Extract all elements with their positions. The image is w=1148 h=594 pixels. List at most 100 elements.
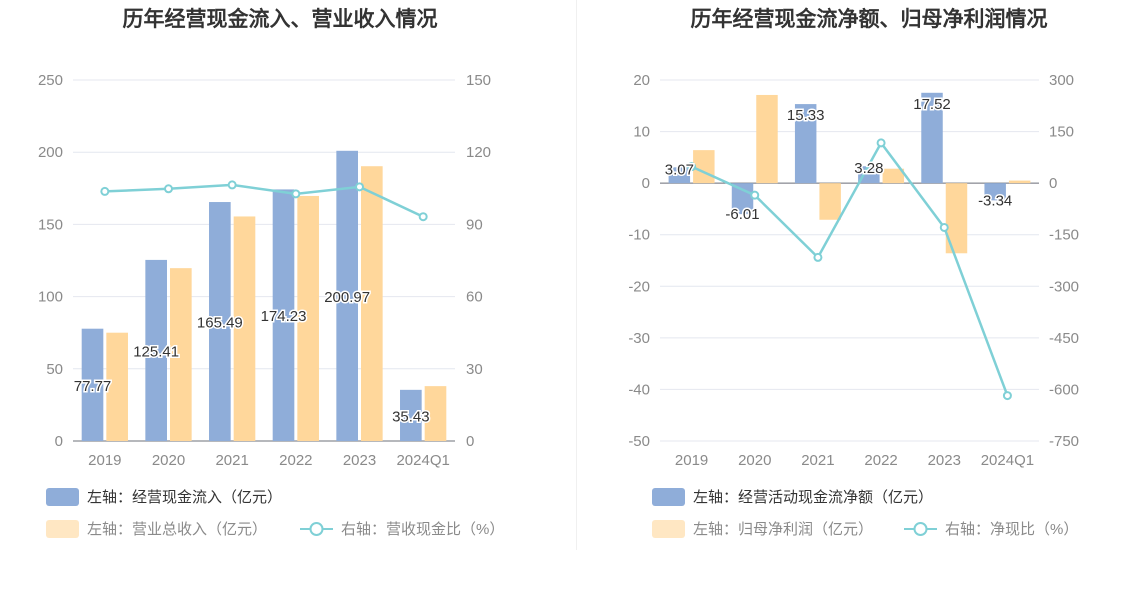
left-axis-tick-label: -10 (628, 227, 650, 244)
bar-primary (921, 92, 943, 184)
bar-data-label: 200.97 (324, 289, 370, 306)
bar-secondary (819, 183, 841, 220)
legend-swatch-line-marker (913, 522, 928, 536)
left-axis-tick-label: 50 (46, 361, 63, 378)
x-axis-category-label: 2020 (738, 452, 771, 469)
bar-secondary (1008, 180, 1031, 184)
panel-divider (576, 0, 577, 550)
left-axis-tick-label: -50 (628, 433, 650, 450)
x-axis-category-label: 2024Q1 (981, 452, 1034, 469)
bar-secondary (361, 166, 383, 442)
bar-primary (272, 189, 295, 441)
bar-data-label: 3.07 (665, 161, 694, 178)
legend-swatch-secondary (46, 520, 79, 538)
x-axis-category-label: 2023 (343, 452, 376, 469)
ratio-point (291, 189, 301, 199)
left-axis-tick-label: -40 (628, 381, 650, 398)
legend-label-line: 右轴：营收现金比（%） (341, 521, 504, 538)
legend-label-secondary: 左轴：营业总收入（亿元） (87, 521, 267, 538)
left-axis-tick-label: -20 (628, 278, 650, 295)
bar-primary (209, 202, 231, 441)
bar-data-label: 35.43 (392, 408, 430, 425)
right-axis-tick-label: -150 (1049, 227, 1079, 244)
legend-label-primary: 左轴：经营现金流入（亿元） (87, 489, 282, 506)
legend-swatch-secondary (652, 520, 685, 538)
left-axis-tick-label: 10 (633, 124, 650, 141)
left-axis-tick-label: 150 (38, 216, 63, 233)
bar-primary (984, 183, 1006, 201)
bar-secondary (170, 268, 192, 441)
ratio-point (100, 186, 110, 196)
right-axis-tick-label: 300 (1049, 72, 1074, 89)
ratio-point (418, 212, 428, 222)
x-axis-category-label: 2024Q1 (396, 452, 449, 469)
x-axis-category-label: 2022 (864, 452, 897, 469)
legend-swatch-primary (652, 488, 685, 506)
x-axis-category-label: 2022 (279, 452, 312, 469)
right-axis-tick-label: 0 (1049, 175, 1057, 192)
left-axis-tick-label: 0 (642, 175, 650, 192)
legend-swatch-primary (46, 488, 79, 506)
bar-data-label: 165.49 (197, 315, 243, 332)
ratio-point (1002, 391, 1012, 401)
right-axis-tick-label: -300 (1049, 278, 1079, 295)
cash-inflow-revenue-chart: 历年经营现金流入、营业收入情况 0 50 100 150 200 250 0 30 60 90 120… (38, 7, 504, 538)
bar-secondary (233, 216, 256, 441)
bar-primary (668, 167, 691, 184)
left-axis-tick-label: -30 (628, 330, 650, 347)
chart-title: 历年经营现金流净额、归母净利润情况 (691, 7, 1048, 31)
ratio-point (813, 252, 823, 262)
bar-data-label: 77.77 (74, 378, 112, 395)
left-axis-tick-label: 20 (633, 72, 650, 89)
ratio-point (876, 138, 886, 148)
ratio-point (750, 190, 760, 200)
chart-title: 历年经营现金流入、营业收入情况 (123, 7, 438, 31)
bar-secondary (297, 195, 319, 441)
ratio-point (939, 222, 949, 232)
right-axis-tick-label: -750 (1049, 433, 1079, 450)
net-cashflow-profit-chart-panel: 历年经营现金流净额、归母净利润情况 -50 -40 -30 -20 -10 0 10 20 -75… (577, 0, 1148, 589)
x-axis-category-label: 2021 (215, 452, 248, 469)
bar-secondary (106, 332, 128, 441)
right-axis-tick-label: 60 (466, 289, 483, 306)
legend-label-primary: 左轴：经营活动现金流净额（亿元） (693, 489, 933, 506)
x-axis-category-label: 2020 (152, 452, 185, 469)
bar-primary (145, 259, 167, 441)
bar-primary (400, 389, 422, 441)
bar-primary (794, 104, 817, 184)
right-axis-tick-label: 120 (466, 144, 491, 161)
bar-secondary (756, 94, 778, 184)
cash-inflow-revenue-chart-panel: 历年经营现金流入、营业收入情况 0 50 100 150 200 250 0 30 60 90 120… (0, 0, 576, 589)
bar-data-label: 125.41 (133, 343, 179, 360)
ratio-point (687, 162, 697, 172)
bar-data-label: 3.28 (854, 160, 883, 177)
right-axis-tick-label: 0 (466, 433, 474, 450)
right-axis-tick-label: 150 (1049, 124, 1074, 141)
bar-primary (858, 166, 880, 184)
net-cashflow-profit-chart: 历年经营现金流净额、归母净利润情况 -50 -40 -30 -20 -10 0 10 20 -75… (628, 7, 1079, 538)
right-axis-tick-label: 150 (466, 72, 491, 89)
bar-primary (336, 150, 358, 441)
bar-data-label: -3.34 (978, 192, 1012, 209)
right-axis-tick-label: 90 (466, 216, 483, 233)
x-axis-category-label: 2023 (928, 452, 961, 469)
x-axis-category-label: 2021 (801, 452, 834, 469)
ratio-line (691, 140, 1009, 397)
left-axis-tick-label: 100 (38, 289, 63, 306)
legend-label-secondary: 左轴：归母净利润（亿元） (693, 521, 873, 538)
right-axis-tick-label: -450 (1049, 330, 1079, 347)
right-axis-tick-label: 30 (466, 361, 483, 378)
right-axis-tick-label: -600 (1049, 381, 1079, 398)
bar-data-label: 17.52 (913, 96, 951, 113)
ratio-point (227, 180, 237, 190)
bar-secondary (882, 168, 905, 184)
bar-data-label: -6.01 (725, 206, 759, 223)
legend-label-line: 右轴：净现比（%） (945, 521, 1078, 538)
left-axis-tick-label: 200 (38, 144, 63, 161)
left-axis-tick-label: 250 (38, 72, 63, 89)
bar-data-label: 15.33 (787, 107, 825, 124)
x-axis-category-label: 2019 (675, 452, 708, 469)
legend-swatch-line-marker (309, 522, 324, 536)
bar-data-label: 174.23 (261, 308, 307, 325)
bar-secondary (693, 150, 715, 184)
